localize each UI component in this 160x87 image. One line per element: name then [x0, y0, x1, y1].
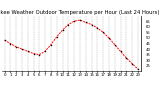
Point: [21, 48, 23, 50]
Point: [137, 68, 139, 70]
Point: [73, 21, 75, 22]
Point: [102, 32, 104, 33]
Point: [125, 57, 128, 59]
Point: [9, 43, 12, 44]
Point: [55, 36, 58, 37]
Point: [3, 39, 6, 41]
Point: [90, 24, 93, 25]
Point: [26, 51, 29, 52]
Point: [32, 53, 35, 54]
Point: [84, 22, 87, 23]
Point: [61, 29, 64, 31]
Point: [108, 37, 110, 39]
Point: [113, 44, 116, 45]
Point: [38, 54, 41, 55]
Point: [67, 24, 70, 25]
Point: [44, 51, 46, 52]
Title: Milwaukee Weather Outdoor Temperature per Hour (Last 24 Hours): Milwaukee Weather Outdoor Temperature pe…: [0, 10, 160, 15]
Point: [50, 44, 52, 45]
Point: [79, 19, 81, 21]
Point: [119, 51, 122, 52]
Point: [96, 27, 99, 29]
Point: [15, 46, 17, 48]
Point: [131, 63, 133, 64]
